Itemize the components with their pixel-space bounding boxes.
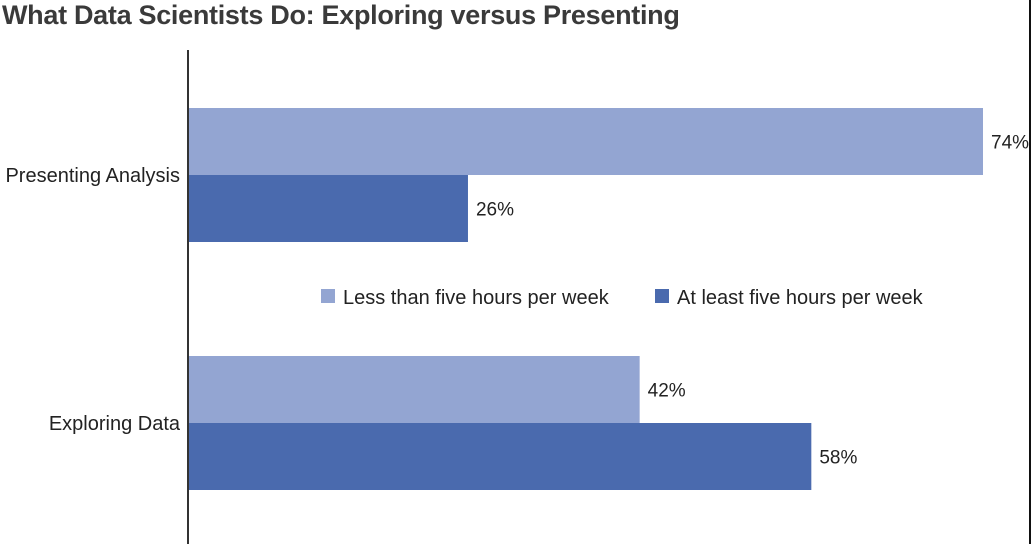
bar [189, 175, 468, 242]
category-label: Presenting Analysis [5, 165, 180, 187]
legend-swatch [655, 289, 669, 303]
data-label: 26% [476, 200, 514, 221]
data-label: 58% [819, 448, 857, 469]
data-label: 42% [648, 381, 686, 402]
bar [189, 356, 640, 423]
bar [189, 423, 812, 490]
chart-title: What Data Scientists Do: Exploring versu… [2, 0, 680, 30]
category-label: Exploring Data [49, 413, 181, 435]
legend-label: Less than five hours per week [343, 287, 610, 309]
bar [189, 108, 983, 175]
legend-label: At least five hours per week [677, 287, 924, 309]
data-label: 74% [991, 133, 1029, 154]
legend-swatch [321, 289, 335, 303]
